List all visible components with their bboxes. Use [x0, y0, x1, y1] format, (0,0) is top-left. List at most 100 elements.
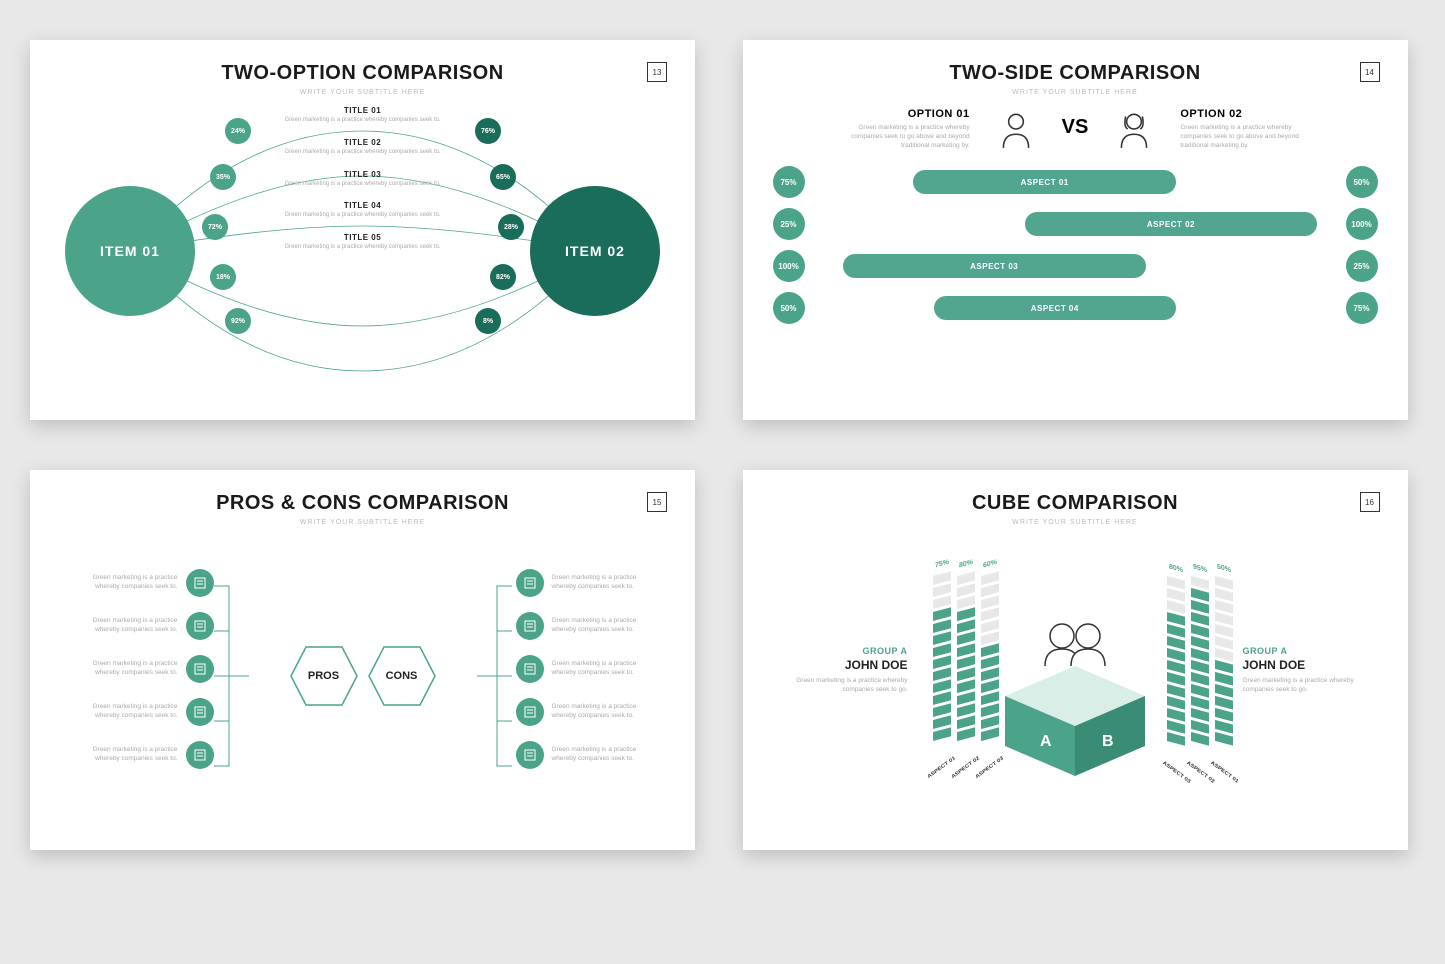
aspect-label: ASPECT 02: [1147, 220, 1195, 229]
item-text: Green marketing is a practice whereby co…: [68, 617, 178, 634]
aspect-bar: ASPECT 02: [1025, 212, 1318, 236]
person-female-icon: [1113, 108, 1155, 150]
comparison-row: TITLE 05Green marketing is a practice wh…: [245, 233, 480, 252]
bar-area: ASPECT 04: [823, 296, 1328, 320]
pct-right: 50%: [1346, 166, 1378, 198]
option2-desc: Green marketing is a practice whereby co…: [1180, 123, 1320, 150]
svg-text:75%: 75%: [935, 558, 950, 570]
row-title: TITLE 01: [245, 106, 480, 115]
person-male-icon: [995, 108, 1037, 150]
pct-right: 75%: [1346, 292, 1378, 324]
comparison-row: TITLE 02 Green marketing is a practice wh…: [245, 138, 480, 157]
row-title: TITLE 05: [245, 233, 480, 242]
slide-two-side: 14 TWO-SIDE COMPARISON WRITE YOUR SUBTIT…: [743, 40, 1408, 420]
slide-subtitle: WRITE YOUR SUBTITLE HERE: [773, 519, 1378, 526]
item-text: Green marketing is a practice whereby co…: [552, 746, 662, 763]
row-desc: Green marketing is a practice whereby co…: [245, 149, 480, 157]
group-b-name: JOHN DOE: [1243, 658, 1363, 672]
aspect-label: ASPECT 03: [970, 262, 1018, 271]
slide4-body: GROUP A JOHN DOE Green marketing is a pr…: [773, 526, 1378, 826]
bracket-right: [477, 566, 512, 786]
bar-area: ASPECT 01: [823, 170, 1328, 194]
pct-left: 100%: [773, 250, 805, 282]
group-b-label: GROUP A: [1243, 646, 1363, 656]
aspect-bar: ASPECT 04: [934, 296, 1176, 320]
item-left-circle: ITEM 01: [65, 186, 195, 316]
slide2-rows: 75% ASPECT 01 50% 25% ASPECT 02 100% 100…: [773, 168, 1378, 322]
slide-number: 14: [1360, 62, 1380, 82]
slide1-body: ITEM 01 ITEM 02 TITLE 01Green marketing …: [60, 96, 665, 396]
pct-right: 100%: [1346, 208, 1378, 240]
aspect-label: ASPECT 04: [1031, 304, 1079, 313]
item-text: Green marketing is a practice whereby co…: [68, 660, 178, 677]
row-desc: Green marketing is a practice whereby co…: [245, 117, 480, 125]
item-text: Green marketing is a practice whereby co…: [552, 703, 662, 720]
item-text: Green marketing is a practice whereby co…: [68, 746, 178, 763]
pct-left: 24%: [225, 118, 251, 144]
slide3-body: Green marketing is a practice whereby co…: [60, 526, 665, 826]
aspect-label: ASPECT 01: [1021, 178, 1069, 187]
aspect-bar: ASPECT 03: [843, 254, 1146, 278]
hex-center: PROS CONS: [289, 645, 437, 707]
slide-subtitle: WRITE YOUR SUBTITLE HERE: [60, 519, 665, 526]
item-icon: [186, 569, 214, 597]
pros-item: Green marketing is a practice whereby co…: [64, 612, 214, 640]
option1-title: OPTION 01: [830, 108, 970, 120]
slide-number: 16: [1360, 492, 1380, 512]
pct-left: 72%: [202, 214, 228, 240]
slide2-header: OPTION 01 Green marketing is a practice …: [773, 108, 1378, 150]
slide-cube: 16 CUBE COMPARISON WRITE YOUR SUBTITLE H…: [743, 470, 1408, 850]
pct-right: 8%: [475, 308, 501, 334]
item-icon: [186, 741, 214, 769]
slide-title: CUBE COMPARISON: [773, 492, 1378, 515]
item-icon: [516, 569, 544, 597]
svg-text:80%: 80%: [959, 558, 974, 570]
slide1-rows: TITLE 01 Green marketing is a practice wh…: [245, 106, 480, 265]
option1-block: OPTION 01 Green marketing is a practice …: [830, 108, 970, 150]
item-text: Green marketing is a practice whereby co…: [68, 574, 178, 591]
pros-item: Green marketing is a practice whereby co…: [64, 698, 214, 726]
option1-desc: Green marketing is a practice whereby co…: [830, 123, 970, 150]
group-b-desc: Green marketing is a practice whereby co…: [1243, 676, 1363, 694]
aspect-row: 50% ASPECT 04 75%: [773, 294, 1378, 322]
cube-graphic: A B: [990, 616, 1160, 791]
item-text: Green marketing is a practice whereby co…: [552, 617, 662, 634]
vs-label: VS: [1062, 116, 1089, 139]
row-title: TITLE 02: [245, 138, 480, 147]
item-text: Green marketing is a practice whereby co…: [552, 574, 662, 591]
item-text: Green marketing is a practice whereby co…: [68, 703, 178, 720]
item-text: Green marketing is a practice whereby co…: [552, 660, 662, 677]
slide-subtitle: WRITE YOUR SUBTITLE HERE: [773, 89, 1378, 96]
pct-right: 76%: [475, 118, 501, 144]
cons-item: Green marketing is a practice whereby co…: [512, 741, 662, 769]
slide-title: PROS & CONS COMPARISON: [60, 492, 665, 515]
cons-hex: CONS: [367, 645, 437, 707]
slide-number: 13: [647, 62, 667, 82]
pct-left: 92%: [225, 308, 251, 334]
pct-right: 65%: [490, 164, 516, 190]
option2-block: OPTION 02 Green marketing is a practice …: [1180, 108, 1320, 150]
aspect-bar: ASPECT 01: [913, 170, 1176, 194]
pct-left: 25%: [773, 208, 805, 240]
svg-text:50%: 50%: [1217, 562, 1232, 574]
cons-item: Green marketing is a practice whereby co…: [512, 698, 662, 726]
pros-item: Green marketing is a practice whereby co…: [64, 655, 214, 683]
pros-item: Green marketing is a practice whereby co…: [64, 741, 214, 769]
group-a-info: GROUP A JOHN DOE Green marketing is a pr…: [788, 646, 908, 694]
bracket-left: [214, 566, 249, 786]
slide-subtitle: WRITE YOUR SUBTITLE HERE: [60, 89, 665, 96]
slide-grid: 13 TWO-OPTION COMPARISON WRITE YOUR SUBT…: [30, 40, 1415, 850]
comparison-row: TITLE 03Green marketing is a practice wh…: [245, 170, 480, 189]
group-a-label: GROUP A: [788, 646, 908, 656]
svg-text:80%: 80%: [1169, 563, 1184, 575]
slide-title: TWO-SIDE COMPARISON: [773, 62, 1378, 85]
svg-text:60%: 60%: [983, 558, 998, 570]
aspect-row: 75% ASPECT 01 50%: [773, 168, 1378, 196]
item-icon: [516, 698, 544, 726]
row-desc: Green marketing is a practice whereby co…: [245, 212, 480, 220]
pros-hex: PROS: [289, 645, 359, 707]
pct-right: 25%: [1346, 250, 1378, 282]
cons-item: Green marketing is a practice whereby co…: [512, 569, 662, 597]
group-a-desc: Green marketing is a practice whereby co…: [788, 676, 908, 694]
slide-title: TWO-OPTION COMPARISON: [60, 62, 665, 85]
